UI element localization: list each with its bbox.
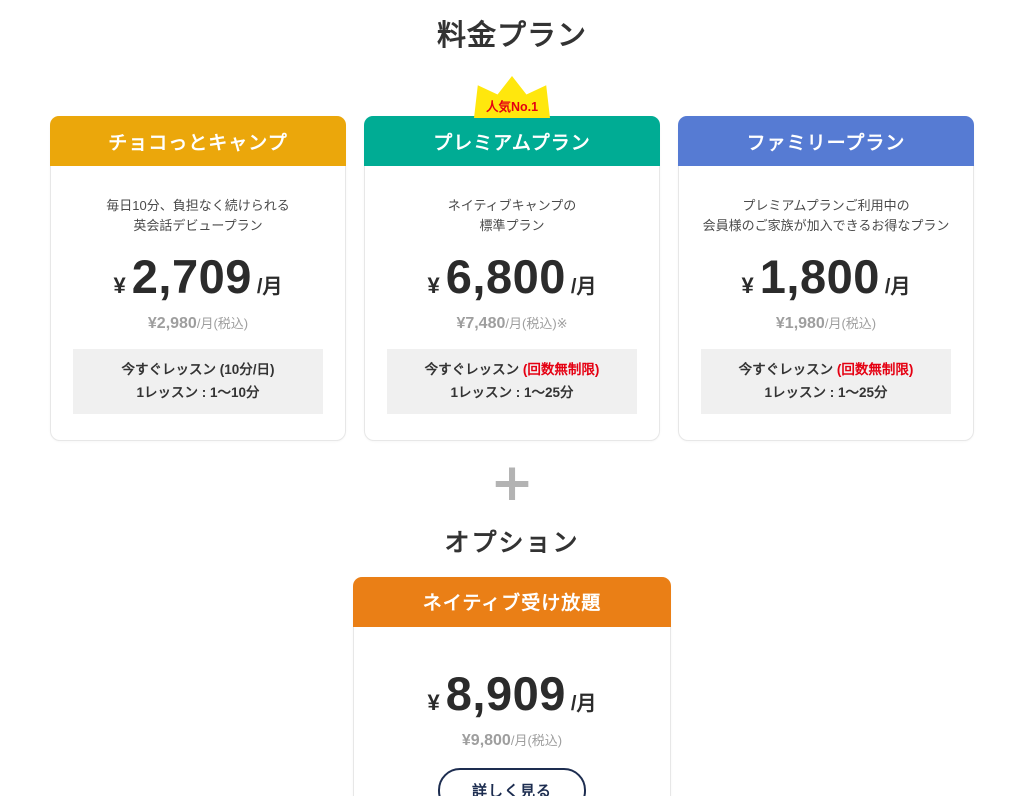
plus-icon: + [490, 452, 534, 513]
plan-description-line1: 毎日10分、負担なく続けられる [106, 198, 290, 213]
plan-description-line1: ネイティブキャンプの [447, 198, 577, 213]
price-amount: 6,800 [445, 250, 566, 304]
price-per-month: /月 [884, 276, 911, 299]
plan-card-premium: 人気No.1 プレミアムプラン ネイティブキャンプの 標準プラン ¥ 6,800 … [364, 76, 660, 441]
tax-amount: ¥2,980 [147, 315, 197, 333]
plan-card-chocotto: チョコっとキャンプ 毎日10分、負担なく続けられる 英会話デビュープラン ¥ 2,… [50, 116, 346, 441]
plan-card-family: ファミリープラン プレミアムプランご利用中の会員様のご家族が加入できるお得なプラ… [678, 116, 974, 441]
tax-amount: ¥7,480 [456, 315, 506, 333]
currency-symbol: ¥ [427, 689, 440, 715]
price-amount: 2,709 [131, 250, 252, 304]
tax-amount: ¥1,980 [775, 315, 825, 333]
price-amount: 1,800 [759, 250, 880, 304]
plan-description-line1: プレミアムプランご利用中の [742, 198, 910, 213]
page-title: 料金プラン [436, 20, 587, 52]
plan-body: ネイティブキャンプの 標準プラン ¥ 6,800 /月 ¥7,480/月(税込)※… [365, 166, 659, 440]
feature-highlight-unlimited: (回数無制限) [522, 362, 600, 378]
plan-price: ¥ 2,709 /月 [73, 249, 323, 304]
plan-description-line2: 英会話デビュープラン [133, 218, 263, 234]
option-header-native-unlimited: ネイティブ受け放題 [353, 576, 671, 627]
feature-line2: 1レッスン : 1～25分 [450, 384, 574, 400]
plan-header-premium: プレミアムプラン [364, 116, 660, 166]
feature-line2: 1レッスン : 1～10分 [136, 384, 260, 400]
tax-suffix: /月(税込) [196, 316, 249, 332]
option-card-native-unlimited: ネイティブ受け放題 ¥ 8,909 /月 ¥9,800/月(税込) 詳しく見る [353, 576, 671, 796]
tax-included-price: ¥2,980/月(税込) [73, 313, 323, 333]
tax-included-price: ¥7,480/月(税込)※ [387, 313, 637, 333]
feature-line1: 今すぐレッスン (回数無制限) [393, 359, 631, 381]
popular-no1-crown-badge: 人気No.1 [474, 76, 550, 118]
plan-description-line2: 会員様のご家族が加入できるお得なプラン [702, 218, 950, 234]
plan-description-line2: 標準プラン [479, 218, 545, 234]
option-body: ¥ 8,909 /月 ¥9,800/月(税込) 詳しく見る [354, 627, 670, 796]
plan-header-family: ファミリープラン [678, 116, 974, 166]
plan-price: ¥ 6,800 /月 [387, 249, 637, 304]
option-price: ¥ 8,909 /月 [376, 666, 648, 721]
plan-body: 毎日10分、負担なく続けられる 英会話デビュープラン ¥ 2,709 /月 ¥2,… [51, 166, 345, 440]
plan-description: プレミアムプランご利用中の会員様のご家族が加入できるお得なプラン [701, 196, 951, 236]
tax-included-price: ¥1,980/月(税込) [701, 313, 951, 333]
currency-symbol: ¥ [427, 273, 440, 299]
price-per-month: /月 [570, 692, 597, 715]
feature-box: 今すぐレッスン (回数無制限) 1レッスン : 1～25分 [701, 349, 951, 414]
plan-price: ¥ 1,800 /月 [701, 249, 951, 304]
plan-description: 毎日10分、負担なく続けられる 英会話デビュープラン [73, 196, 323, 236]
currency-symbol: ¥ [741, 273, 754, 299]
feature-box: 今すぐレッスン (10分/日) 1レッスン : 1～10分 [73, 349, 323, 414]
plan-header-chocotto: チョコっとキャンプ [50, 116, 346, 166]
price-per-month: /月 [570, 276, 597, 299]
tax-included-price: ¥9,800/月(税込) [376, 730, 648, 750]
popular-no1-label: 人気No.1 [485, 100, 539, 114]
tax-suffix: /月(税込) [510, 732, 563, 748]
tax-suffix: /月(税込)※ [505, 316, 568, 332]
feature-highlight: (10分/日) [219, 362, 275, 378]
price-amount: 8,909 [445, 666, 566, 720]
feature-box: 今すぐレッスン (回数無制限) 1レッスン : 1～25分 [387, 349, 637, 414]
price-per-month: /月 [256, 276, 283, 299]
feature-line1: 今すぐレッスン (回数無制限) [707, 359, 945, 381]
feature-prefix: 今すぐレッスン [121, 362, 220, 378]
plans-row: チョコっとキャンプ 毎日10分、負担なく続けられる 英会話デビュープラン ¥ 2,… [50, 76, 974, 441]
plan-body: プレミアムプランご利用中の会員様のご家族が加入できるお得なプラン ¥ 1,800… [679, 166, 973, 440]
tax-amount: ¥9,800 [461, 731, 511, 749]
currency-symbol: ¥ [113, 273, 126, 299]
tax-suffix: /月(税込) [824, 316, 877, 332]
feature-highlight-unlimited: (回数無制限) [836, 362, 914, 378]
feature-prefix: 今すぐレッスン [738, 362, 837, 378]
option-section-title: オプション [444, 528, 580, 557]
feature-line1: 今すぐレッスン (10分/日) [79, 359, 317, 381]
plan-description: ネイティブキャンプの 標準プラン [387, 196, 637, 236]
see-details-button[interactable]: 詳しく見る [437, 767, 586, 796]
feature-line2: 1レッスン : 1～25分 [764, 384, 888, 400]
feature-prefix: 今すぐレッスン [424, 362, 523, 378]
